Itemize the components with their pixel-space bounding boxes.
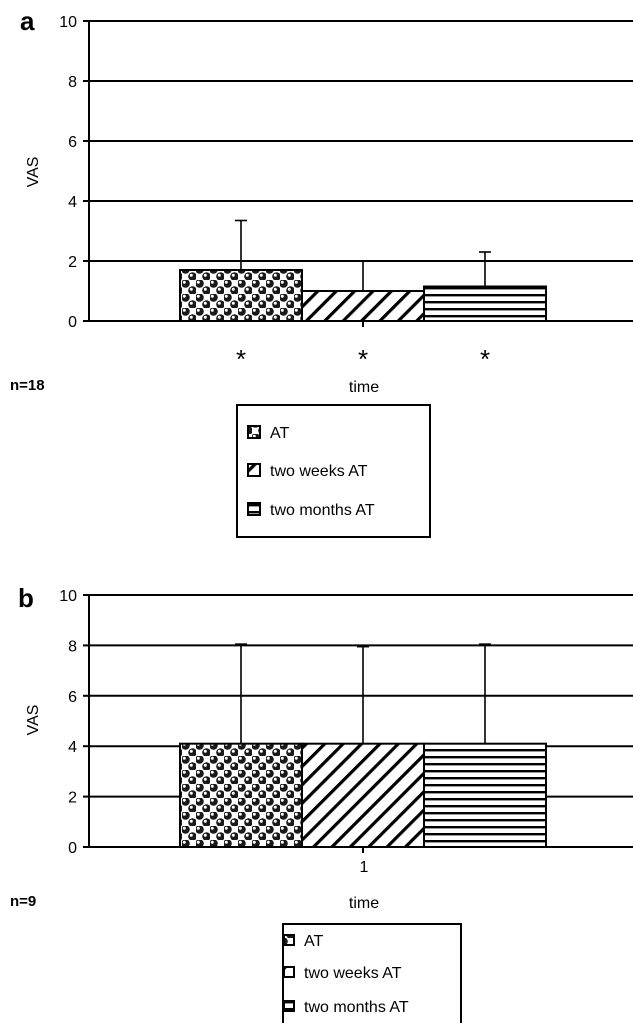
- panel-b-bars: [179, 643, 547, 848]
- y-tick-label: 0: [68, 314, 77, 331]
- panel-a-gridlines: [89, 20, 633, 262]
- panel-b-legend-box: [282, 923, 462, 1023]
- panel-a-letter: a: [20, 6, 35, 36]
- bar-two-months-at: [423, 285, 547, 322]
- significance-star: *: [480, 344, 490, 374]
- bar-at: [179, 269, 303, 322]
- legend-label: AT: [304, 933, 323, 950]
- bar-two-weeks-at: [301, 290, 425, 322]
- legend-label: two months AT: [304, 999, 409, 1016]
- panel-a-axes: [88, 21, 633, 327]
- y-tick-label: 8: [68, 638, 77, 655]
- panel-b-sample-size: n=9: [10, 893, 36, 910]
- panel-b-x-axis-title: time: [349, 895, 379, 912]
- panel-b-axes: [88, 595, 633, 853]
- y-tick-label: 10: [59, 588, 77, 605]
- panel-b-letter: b: [18, 583, 34, 613]
- panel-a-sample-size: n=18: [10, 377, 45, 394]
- legend-label: two months AT: [270, 502, 375, 519]
- bar-two-months-at: [423, 742, 547, 848]
- legend-label: two weeks AT: [304, 965, 402, 982]
- legend-label: AT: [270, 425, 289, 442]
- panel-b: b 0 2 4 6 8 10 VAS 1 time n=9 AT two weeks AT t…: [10, 583, 633, 1023]
- panel-a-x-axis-title: time: [349, 379, 379, 396]
- panel-a-legend: AT two weeks AT two months AT: [236, 404, 431, 538]
- y-tick-label: 2: [68, 254, 77, 271]
- y-tick-label: 4: [68, 739, 77, 756]
- panel-b-category-label: 1: [360, 859, 369, 876]
- y-tick-label: 8: [68, 74, 77, 91]
- significance-star: *: [358, 344, 368, 374]
- panel-a-y-ticks: 0 2 4 6 8 10: [59, 14, 89, 331]
- bar-at: [179, 742, 303, 848]
- legend-label: two weeks AT: [270, 463, 368, 480]
- panel-a-y-axis-title: VAS: [25, 157, 42, 188]
- panel-a: a 0 2 4 6 8 10 VAS time n=18 * * * AT two weeks …: [10, 6, 633, 538]
- panel-a-legend-box: [236, 404, 431, 538]
- y-tick-label: 10: [59, 14, 77, 31]
- legend-swatch: [247, 425, 261, 439]
- y-tick-label: 6: [68, 134, 77, 151]
- panel-a-bars: [179, 219, 547, 322]
- panel-b-y-axis-title: VAS: [25, 705, 42, 736]
- y-tick-label: 6: [68, 689, 77, 706]
- legend-swatch: [283, 1000, 295, 1012]
- y-tick-label: 0: [68, 840, 77, 857]
- panel-b-y-ticks: 0 2 4 6 8 10: [59, 588, 89, 857]
- y-tick-label: 2: [68, 790, 77, 807]
- panel-a-significance-marks: * * *: [236, 344, 490, 374]
- y-tick-label: 4: [68, 194, 77, 211]
- legend-swatch: [247, 502, 261, 516]
- panel-b-legend: AT two weeks AT two months AT: [282, 923, 462, 1023]
- legend-swatch: [283, 934, 295, 946]
- bar-two-weeks-at: [301, 742, 425, 848]
- significance-star: *: [236, 344, 246, 374]
- legend-swatch: [283, 966, 295, 978]
- legend-swatch: [247, 463, 261, 477]
